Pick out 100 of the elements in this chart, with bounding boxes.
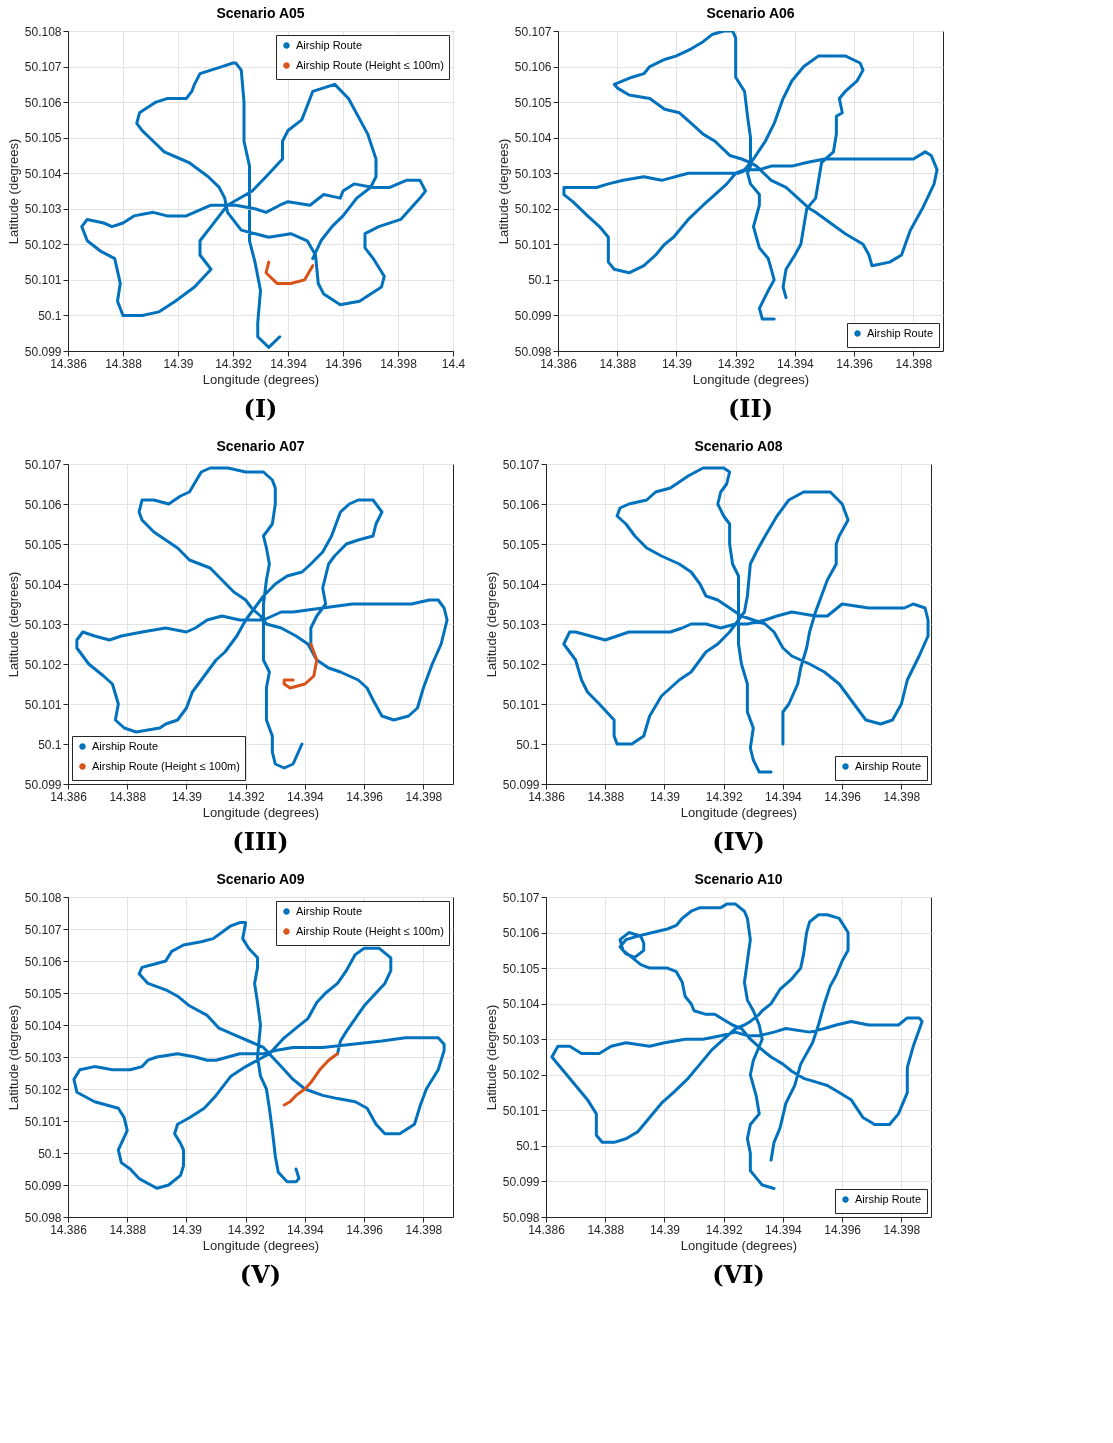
x-tick-label: 14.394 <box>765 1222 803 1237</box>
x-tick-label: 14.398 <box>883 789 921 804</box>
y-tick-label: 50.099 <box>514 308 552 323</box>
y-tick-label: 50.107 <box>502 890 540 905</box>
x-tick-label: 14.392 <box>227 1222 265 1237</box>
y-tick-label: 50.107 <box>24 457 62 472</box>
y-tick-label: 50.106 <box>502 497 540 512</box>
y-tick-label: 50.107 <box>514 24 552 39</box>
x-tick-label: 14.398 <box>883 1222 921 1237</box>
line-series <box>282 642 319 690</box>
chart-title: Scenario A07 <box>216 438 305 454</box>
x-tick-label: 14.394 <box>270 356 308 371</box>
y-tick-label: 50.103 <box>502 617 540 632</box>
x-tick-label: 14.396 <box>325 356 363 371</box>
y-tick-label: 50.105 <box>514 95 552 110</box>
x-tick-label: 14.392 <box>717 356 755 371</box>
line-series <box>562 466 930 774</box>
y-tick-label: 50.099 <box>24 1178 62 1193</box>
y-axis-title: Latitude (degrees) <box>495 138 511 245</box>
x-tick-label: 14.392 <box>227 789 265 804</box>
y-tick-label: 50.105 <box>24 986 62 1001</box>
x-tick-label: 14.394 <box>765 789 803 804</box>
y-tick-label: 50.098 <box>502 1210 540 1225</box>
y-tick-label: 50.103 <box>24 1050 62 1065</box>
line-series <box>550 902 924 1191</box>
y-tick-label: 50.104 <box>502 577 540 592</box>
y-axis-title: Latitude (degrees) <box>5 138 21 245</box>
chart-title: Scenario A05 <box>216 5 305 21</box>
x-tick-label: 14.398 <box>405 789 443 804</box>
y-tick-label: 50.101 <box>502 697 540 712</box>
x-tick-label: 14.394 <box>287 789 325 804</box>
y-tick-label: 50.101 <box>24 1114 62 1129</box>
x-tick-label: 14.386 <box>50 1222 88 1237</box>
y-tick-label: 50.107 <box>502 457 540 472</box>
y-tick-label: 50.105 <box>24 131 62 146</box>
x-axis-title: Longitude (degrees) <box>202 1237 320 1253</box>
x-tick-label: 14.386 <box>50 789 88 804</box>
x-tick-label: 14.39 <box>163 356 194 371</box>
text: (VI) <box>712 1260 765 1289</box>
x-tick-label: 14.394 <box>287 1222 325 1237</box>
x-tick-label: 14.388 <box>105 356 143 371</box>
y-tick-label: 50.101 <box>24 697 62 712</box>
y-tick-label: 50.106 <box>502 926 540 941</box>
y-tick-label: 50.106 <box>24 497 62 512</box>
y-tick-label: 50.103 <box>24 617 62 632</box>
x-axis-title: Longitude (degrees) <box>680 804 798 820</box>
y-tick-label: 50.103 <box>24 202 62 217</box>
x-tick-label: 14.392 <box>705 1222 743 1237</box>
y-tick-label: 50.101 <box>502 1103 540 1118</box>
x-tick-label: 14.394 <box>777 356 815 371</box>
y-tick-label: 50.102 <box>24 657 62 672</box>
x-tick-label: 14.392 <box>705 789 743 804</box>
x-axis-title: Longitude (degrees) <box>202 804 320 820</box>
x-tick-label: 14.396 <box>346 1222 384 1237</box>
chart-title: Scenario A08 <box>694 438 783 454</box>
text: (IV) <box>712 827 765 856</box>
legend-label: Airship Route <box>296 904 363 917</box>
x-tick-label: 14.386 <box>540 356 578 371</box>
y-tick-label: 50.102 <box>514 202 552 217</box>
x-tick-label: 14.388 <box>587 789 625 804</box>
y-tick-label: 50.102 <box>502 657 540 672</box>
x-tick-label: 14.398 <box>895 356 933 371</box>
x-tick-label: 14.39 <box>649 1222 681 1237</box>
y-tick-label: 50.103 <box>502 1032 540 1047</box>
legend-label: Airship Route <box>855 1192 922 1205</box>
line-series <box>75 466 449 770</box>
x-tick-label: 14.396 <box>836 356 874 371</box>
y-tick-label: 50.108 <box>24 890 62 905</box>
x-tick-label: 14.39 <box>661 356 693 371</box>
y-tick-label: 50.104 <box>514 131 552 146</box>
chart-title: Scenario A10 <box>694 871 783 887</box>
x-tick-label: 14.386 <box>528 789 566 804</box>
y-tick-label: 50.106 <box>24 954 62 969</box>
y-tick-label: 50.104 <box>24 166 62 181</box>
text: (III) <box>232 827 289 856</box>
x-tick-label: 14.396 <box>824 1222 862 1237</box>
y-tick-label: 50.105 <box>502 537 540 552</box>
x-axis-title: Longitude (degrees) <box>692 371 810 387</box>
x-tick-label: 14.398 <box>380 356 418 371</box>
y-tick-label: 50.099 <box>502 1174 540 1189</box>
x-tick-label: 14.388 <box>599 356 637 371</box>
y-tick-label: 50.101 <box>514 237 552 252</box>
text: (V) <box>239 1260 282 1289</box>
legend-label: Airship Route (Height ≤ 100m) <box>296 58 444 71</box>
y-axis-title: Latitude (degrees) <box>5 571 21 678</box>
y-tick-label: 50.102 <box>24 1082 62 1097</box>
x-tick-label: 14.4 <box>441 356 466 371</box>
y-tick-label: 50.103 <box>514 166 552 181</box>
y-tick-label: 50.1 <box>516 737 540 752</box>
y-tick-label: 50.099 <box>24 777 62 792</box>
y-tick-label: 50.099 <box>24 344 62 359</box>
line-series <box>72 921 446 1190</box>
y-tick-label: 50.102 <box>24 237 62 252</box>
line-series <box>282 1052 339 1107</box>
text: (I) <box>243 394 278 423</box>
legend-label: Airship Route <box>296 38 363 51</box>
y-tick-label: 50.1 <box>528 273 552 288</box>
line-series <box>562 31 939 321</box>
y-tick-label: 50.099 <box>502 777 540 792</box>
legend-label: Airship Route <box>855 759 922 772</box>
